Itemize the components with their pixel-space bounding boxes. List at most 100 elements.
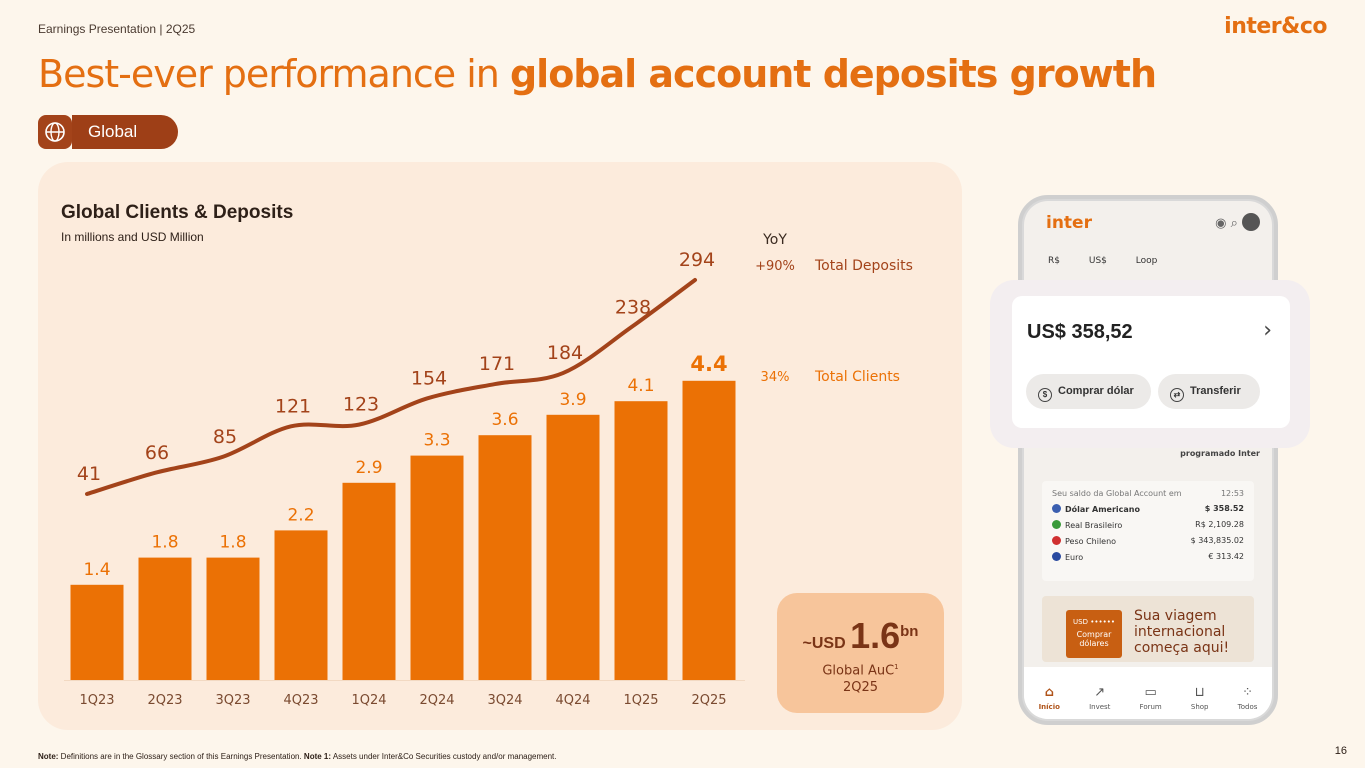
nav-all[interactable]: ⁘ Todos: [1238, 685, 1258, 711]
br-flag-icon: [1052, 520, 1061, 529]
auc-box: ~USD 1.6bn Global AuC1 2Q25: [777, 593, 944, 713]
presentation-header: Earnings Presentation | 2Q25: [38, 22, 196, 36]
clients-bar-label: 4.4: [690, 352, 727, 376]
title-prefix: Best-ever performance in: [38, 52, 510, 96]
clients-bar-label: 1.8: [219, 533, 246, 553]
note1-text: Assets under Inter&Co Securities custody…: [331, 752, 557, 761]
page-title: Best-ever performance in global account …: [38, 52, 1157, 96]
grid-icon: ⁘: [1242, 685, 1253, 700]
auc-label: Global AuC: [822, 663, 895, 679]
page-number: 16: [1334, 745, 1347, 757]
company-logo: inter&co: [1224, 14, 1327, 39]
clients-bar: [682, 380, 736, 680]
legend-series-name: Total Clients: [814, 369, 900, 385]
avatar[interactable]: [1242, 213, 1260, 231]
deposits-point-label: 85: [213, 426, 237, 448]
phone-screen: inter ◉ ⌕ R$ US$ Loop programado Inter S…: [1024, 201, 1272, 719]
balance-name: Real Brasileiro: [1065, 521, 1123, 530]
balance-row[interactable]: Euro € 313.42: [1052, 552, 1244, 562]
clients-bar: [274, 530, 328, 680]
balance-value: $ 358.52: [1204, 504, 1244, 513]
trend-icon: ↗: [1094, 685, 1106, 700]
search-icon[interactable]: ⌕: [1230, 216, 1238, 231]
nav-invest[interactable]: ↗ Invest: [1089, 685, 1110, 711]
card-number: USD ••••••: [1073, 618, 1115, 626]
clients-bar: [478, 435, 532, 680]
nav-shop[interactable]: ⊔ Shop: [1191, 685, 1209, 711]
tab-brl[interactable]: R$: [1048, 256, 1060, 266]
x-tick-label: 1Q23: [79, 693, 114, 708]
clients-bar: [206, 557, 260, 680]
x-tick-label: 3Q23: [215, 693, 250, 708]
auc-value: 1.6: [850, 615, 901, 656]
home-icon: ⌂: [1044, 685, 1054, 700]
deposits-point-label: 184: [547, 342, 583, 364]
deposits-point-label: 294: [679, 249, 715, 271]
nav-label: Forum: [1139, 703, 1162, 711]
balance-row[interactable]: Peso Chileno $ 343,835.02: [1052, 536, 1244, 546]
clients-bar-label: 3.9: [559, 390, 586, 410]
nav-forum[interactable]: ▭ Forum: [1140, 685, 1162, 711]
x-tick-label: 4Q23: [283, 693, 318, 708]
tab-loop[interactable]: Loop: [1135, 256, 1158, 266]
clients-bar-label: 3.6: [491, 410, 518, 430]
tab-usd[interactable]: US$: [1088, 256, 1107, 266]
deposits-point-label: 154: [411, 367, 447, 389]
clients-deposits-chart: 1.4 1Q23 1.8 2Q23 1.8 3Q23 2.2 4Q23 2.9 1Q24 3.3 2Q…: [64, 232, 913, 708]
nav-label: Início: [1038, 703, 1060, 711]
transfer-button[interactable]: ⇄ Transferir: [1158, 374, 1260, 409]
note-label: Note:: [38, 752, 59, 761]
nav-label: Shop: [1190, 703, 1209, 711]
clients-bar: [614, 401, 668, 680]
x-tick-label: 2Q23: [147, 693, 182, 708]
buy-dollar-button[interactable]: $ Comprar dólar: [1026, 374, 1151, 409]
global-badge: Global: [72, 115, 178, 149]
clients-bar-label: 3.3: [423, 431, 450, 451]
phone-currency-tabs: R$ US$ Loop: [1048, 256, 1183, 266]
eye-icon[interactable]: ◉: [1215, 216, 1227, 231]
balance-row[interactable]: Dólar Americano $ 358.52: [1052, 504, 1244, 514]
chevron-right-icon[interactable]: ›: [1263, 318, 1272, 343]
clients-bar-label: 2.2: [287, 505, 314, 525]
deposits-point-label: 123: [343, 394, 379, 416]
clients-bar: [70, 584, 124, 680]
deposits-point-label: 171: [479, 353, 515, 375]
balance-header: Seu saldo da Global Account em: [1052, 489, 1182, 498]
x-tick-label: 3Q24: [487, 693, 522, 708]
x-tick-label: 2Q25: [691, 693, 726, 708]
banner-line: internacional: [1134, 624, 1226, 640]
eu-flag-icon: [1052, 552, 1061, 561]
nav-home[interactable]: ⌂ Início: [1039, 685, 1060, 711]
balance-row[interactable]: Real Brasileiro R$ 2,109.28: [1052, 520, 1244, 530]
phone-header-icons: ◉ ⌕: [1215, 213, 1260, 231]
clients-bar-label: 2.9: [355, 458, 382, 478]
phone-bottom-nav: ⌂ Início ↗ Invest ▭ Forum ⊔ Shop ⁘ Todos: [1024, 667, 1272, 719]
usd-balance-popup[interactable]: US$ 358,52 › $ Comprar dólar ⇄ Transferir: [1012, 296, 1290, 428]
usd-balance-amount: US$ 358,52: [1027, 321, 1133, 343]
legend-series-name: Total Deposits: [814, 258, 913, 274]
nav-label: Todos: [1237, 703, 1258, 711]
balance-value: € 313.42: [1208, 552, 1244, 561]
cart-icon: ⊔: [1194, 685, 1205, 700]
deposits-point-label: 121: [275, 395, 311, 417]
clients-bar-label: 4.1: [627, 376, 654, 396]
phone-logo: inter: [1046, 213, 1092, 233]
transfer-label: Transferir: [1190, 385, 1241, 397]
card-label-2: dólares: [1079, 639, 1109, 648]
travel-banner[interactable]: USD •••••• Comprar dólares Sua viagem inter…: [1042, 596, 1254, 662]
footnote: Note: Definitions are in the Glossary se…: [38, 752, 557, 761]
dollar-icon: $: [1038, 388, 1052, 402]
buy-dollars-card[interactable]: USD •••••• Comprar dólares: [1066, 610, 1122, 658]
card-label: Comprar: [1076, 630, 1112, 639]
banner-line: começa aqui!: [1134, 640, 1230, 656]
phone-programado: programado Inter: [1180, 449, 1260, 458]
globe-icon: [38, 115, 72, 149]
buy-dollar-label: Comprar dólar: [1058, 385, 1134, 397]
clients-bar: [138, 557, 192, 680]
transfer-icon: ⇄: [1170, 388, 1184, 402]
balance-value: R$ 2,109.28: [1195, 520, 1244, 529]
chart-title: Global Clients & Deposits: [61, 202, 294, 223]
x-tick-label: 1Q24: [351, 693, 386, 708]
clients-bar-label: 1.8: [151, 533, 178, 553]
clients-bar-label: 1.4: [83, 560, 110, 580]
